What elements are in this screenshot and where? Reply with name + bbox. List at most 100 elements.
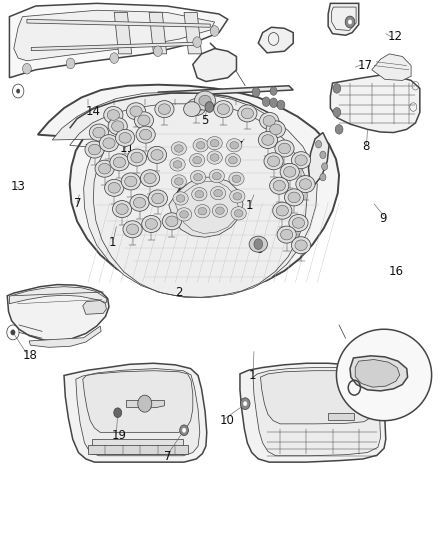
Ellipse shape — [266, 121, 286, 138]
Polygon shape — [27, 19, 210, 27]
Text: 1: 1 — [249, 369, 256, 382]
Circle shape — [333, 84, 341, 93]
Ellipse shape — [171, 175, 187, 188]
Ellipse shape — [209, 169, 224, 183]
Ellipse shape — [262, 135, 274, 146]
Circle shape — [262, 97, 270, 107]
Ellipse shape — [166, 216, 178, 227]
Text: 7: 7 — [74, 197, 81, 211]
Ellipse shape — [194, 91, 215, 110]
Ellipse shape — [241, 108, 254, 119]
Ellipse shape — [95, 160, 114, 177]
Ellipse shape — [195, 190, 204, 198]
Polygon shape — [261, 370, 375, 424]
Ellipse shape — [88, 144, 101, 155]
Circle shape — [345, 16, 355, 28]
Ellipse shape — [195, 205, 210, 218]
Circle shape — [320, 151, 326, 159]
Ellipse shape — [233, 192, 242, 200]
Ellipse shape — [107, 110, 120, 120]
Ellipse shape — [270, 124, 282, 135]
Polygon shape — [350, 356, 408, 391]
Polygon shape — [328, 413, 354, 419]
Ellipse shape — [113, 200, 132, 217]
Polygon shape — [258, 27, 293, 53]
Ellipse shape — [193, 139, 208, 152]
Text: 1: 1 — [246, 199, 254, 212]
Ellipse shape — [180, 211, 188, 218]
Circle shape — [110, 53, 119, 63]
Circle shape — [320, 173, 326, 181]
Polygon shape — [64, 364, 207, 462]
Ellipse shape — [214, 101, 233, 118]
Ellipse shape — [138, 115, 150, 126]
Polygon shape — [92, 439, 183, 454]
Circle shape — [153, 46, 162, 56]
Polygon shape — [308, 133, 329, 184]
Ellipse shape — [207, 136, 222, 150]
Ellipse shape — [85, 141, 104, 158]
Ellipse shape — [299, 179, 311, 189]
Ellipse shape — [99, 164, 111, 174]
Polygon shape — [253, 368, 381, 456]
Text: 11: 11 — [120, 142, 134, 155]
Ellipse shape — [105, 179, 124, 196]
Ellipse shape — [119, 133, 131, 143]
Polygon shape — [31, 42, 197, 51]
Circle shape — [348, 20, 352, 24]
Polygon shape — [328, 3, 359, 35]
Polygon shape — [10, 287, 106, 304]
Polygon shape — [184, 12, 201, 54]
Text: 6: 6 — [255, 243, 262, 256]
Circle shape — [16, 89, 20, 93]
Ellipse shape — [273, 180, 286, 191]
Ellipse shape — [173, 161, 182, 168]
Circle shape — [210, 26, 219, 36]
Text: 7: 7 — [164, 450, 172, 463]
Polygon shape — [330, 75, 420, 133]
Ellipse shape — [162, 213, 181, 230]
Ellipse shape — [284, 166, 296, 177]
Ellipse shape — [273, 202, 292, 219]
Polygon shape — [83, 301, 106, 314]
Circle shape — [244, 401, 247, 406]
Ellipse shape — [268, 156, 280, 166]
Circle shape — [333, 108, 341, 117]
Circle shape — [182, 428, 186, 432]
Text: 9: 9 — [380, 212, 387, 225]
Ellipse shape — [177, 208, 192, 221]
Ellipse shape — [125, 176, 137, 187]
Circle shape — [315, 141, 321, 148]
Text: 18: 18 — [22, 349, 37, 362]
Polygon shape — [14, 10, 215, 61]
Ellipse shape — [198, 207, 207, 215]
Ellipse shape — [174, 145, 183, 152]
Ellipse shape — [131, 152, 143, 163]
Circle shape — [252, 87, 260, 97]
Ellipse shape — [212, 204, 227, 217]
Circle shape — [277, 100, 285, 110]
Ellipse shape — [295, 155, 307, 165]
Polygon shape — [127, 400, 164, 408]
Text: 7: 7 — [236, 140, 243, 154]
Polygon shape — [355, 360, 400, 387]
Circle shape — [193, 37, 201, 47]
Polygon shape — [7, 285, 109, 341]
Ellipse shape — [214, 189, 223, 197]
Ellipse shape — [151, 150, 163, 160]
Polygon shape — [52, 92, 317, 297]
Circle shape — [22, 63, 31, 74]
Ellipse shape — [210, 140, 219, 147]
Ellipse shape — [192, 188, 207, 201]
Circle shape — [11, 330, 15, 335]
Text: 16: 16 — [389, 265, 403, 278]
Circle shape — [335, 125, 343, 134]
Ellipse shape — [249, 236, 268, 252]
Ellipse shape — [174, 177, 183, 185]
Polygon shape — [29, 326, 101, 348]
Ellipse shape — [108, 182, 120, 193]
Ellipse shape — [194, 173, 202, 181]
Ellipse shape — [234, 209, 243, 217]
Ellipse shape — [103, 138, 115, 149]
Ellipse shape — [148, 147, 166, 164]
